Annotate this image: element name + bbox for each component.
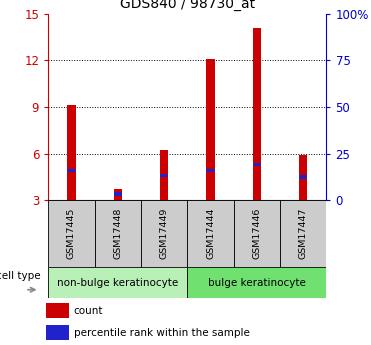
- Bar: [46, 303, 69, 318]
- Text: GSM17447: GSM17447: [299, 208, 308, 259]
- Bar: [114, 192, 122, 196]
- Text: count: count: [74, 306, 103, 316]
- Bar: [95, 200, 141, 267]
- Bar: [48, 267, 187, 298]
- Bar: [280, 200, 326, 267]
- Text: GSM17444: GSM17444: [206, 208, 215, 259]
- Bar: [160, 174, 168, 177]
- Bar: [299, 175, 308, 178]
- Bar: [67, 169, 76, 172]
- Bar: [206, 59, 215, 200]
- Text: percentile rank within the sample: percentile rank within the sample: [74, 328, 250, 338]
- Bar: [253, 163, 261, 166]
- Text: cell type: cell type: [0, 271, 41, 281]
- Bar: [253, 28, 261, 200]
- Bar: [141, 200, 187, 267]
- Text: bulge keratinocyte: bulge keratinocyte: [208, 278, 306, 288]
- Bar: [114, 189, 122, 200]
- Bar: [206, 169, 215, 172]
- Bar: [46, 325, 69, 340]
- Bar: [187, 267, 326, 298]
- Text: GSM17448: GSM17448: [113, 208, 122, 259]
- Bar: [234, 200, 280, 267]
- Bar: [48, 200, 95, 267]
- Bar: [299, 155, 308, 200]
- Bar: [187, 200, 234, 267]
- Text: GSM17445: GSM17445: [67, 208, 76, 259]
- Bar: [67, 106, 76, 200]
- Title: GDS840 / 98730_at: GDS840 / 98730_at: [120, 0, 255, 11]
- Text: non-bulge keratinocyte: non-bulge keratinocyte: [57, 278, 178, 288]
- Text: GSM17449: GSM17449: [160, 208, 169, 259]
- Bar: [160, 150, 168, 200]
- Text: GSM17446: GSM17446: [252, 208, 262, 259]
